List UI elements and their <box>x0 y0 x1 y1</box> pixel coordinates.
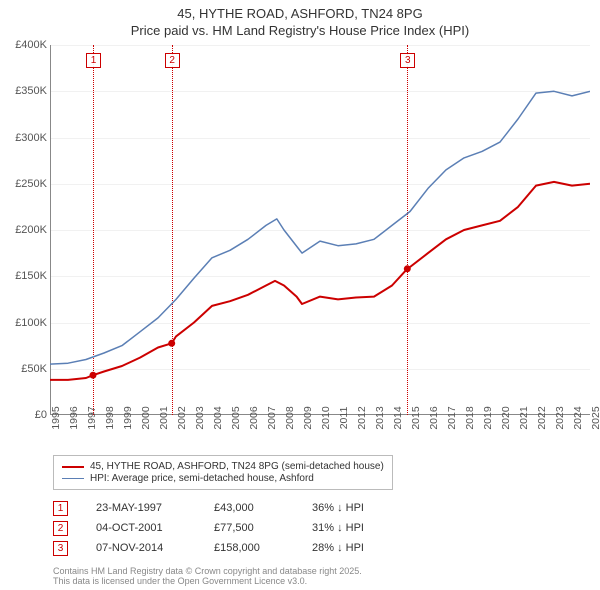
sales-row-date: 07-NOV-2014 <box>96 542 186 554</box>
sales-row-date: 23-MAY-1997 <box>96 502 186 514</box>
y-axis-tick-label: £50K <box>21 363 47 375</box>
y-axis-tick-label: £250K <box>15 178 47 190</box>
y-axis-tick-label: £200K <box>15 224 47 236</box>
sale-marker-box: 3 <box>400 53 415 68</box>
sales-row-date: 04-OCT-2001 <box>96 522 186 534</box>
chart-svg <box>50 45 590 415</box>
y-axis-tick-label: £300K <box>15 132 47 144</box>
y-axis-tick-label: £0 <box>35 409 47 421</box>
sales-row-marker: 2 <box>53 521 68 536</box>
y-axis-tick-label: £150K <box>15 270 47 282</box>
chart-title-block: 45, HYTHE ROAD, ASHFORD, TN24 8PG Price … <box>0 0 600 40</box>
title-line-1: 45, HYTHE ROAD, ASHFORD, TN24 8PG <box>0 6 600 23</box>
legend-row: 45, HYTHE ROAD, ASHFORD, TN24 8PG (semi-… <box>62 461 384 472</box>
attribution: Contains HM Land Registry data © Crown c… <box>53 566 362 586</box>
legend-swatch-hpi <box>62 478 84 480</box>
sale-marker-dot <box>404 265 411 272</box>
title-line-2: Price paid vs. HM Land Registry's House … <box>0 23 600 40</box>
legend-row: HPI: Average price, semi-detached house,… <box>62 473 384 484</box>
x-axis-tick-label: 2025 <box>590 406 600 429</box>
sales-row-marker: 1 <box>53 501 68 516</box>
legend: 45, HYTHE ROAD, ASHFORD, TN24 8PG (semi-… <box>53 455 393 490</box>
sale-marker-dot <box>168 340 175 347</box>
legend-swatch-price-paid <box>62 466 84 468</box>
sale-marker-dot <box>90 372 97 379</box>
sales-row-diff: 36% ↓ HPI <box>312 502 402 514</box>
sale-marker-box: 1 <box>86 53 101 68</box>
sales-row-diff: 31% ↓ HPI <box>312 522 402 534</box>
sales-row-diff: 28% ↓ HPI <box>312 542 402 554</box>
sales-table: 1 23-MAY-1997 £43,000 36% ↓ HPI 2 04-OCT-2001… <box>53 498 402 558</box>
sales-row-price: £158,000 <box>214 542 284 554</box>
sales-row-price: £77,500 <box>214 522 284 534</box>
attribution-line-2: This data is licensed under the Open Gov… <box>53 576 362 586</box>
sales-table-row: 3 07-NOV-2014 £158,000 28% ↓ HPI <box>53 538 402 558</box>
legend-label-hpi: HPI: Average price, semi-detached house,… <box>90 473 314 484</box>
sale-marker-box: 2 <box>165 53 180 68</box>
attribution-line-1: Contains HM Land Registry data © Crown c… <box>53 566 362 576</box>
series-line-hpi <box>50 91 590 364</box>
sales-row-price: £43,000 <box>214 502 284 514</box>
sales-table-row: 2 04-OCT-2001 £77,500 31% ↓ HPI <box>53 518 402 538</box>
sales-table-row: 1 23-MAY-1997 £43,000 36% ↓ HPI <box>53 498 402 518</box>
sales-row-marker: 3 <box>53 541 68 556</box>
y-axis-tick-label: £100K <box>15 317 47 329</box>
y-axis-tick-label: £400K <box>15 39 47 51</box>
y-axis-tick-label: £350K <box>15 85 47 97</box>
series-line-price_paid <box>50 182 590 380</box>
legend-label-price-paid: 45, HYTHE ROAD, ASHFORD, TN24 8PG (semi-… <box>90 461 384 472</box>
